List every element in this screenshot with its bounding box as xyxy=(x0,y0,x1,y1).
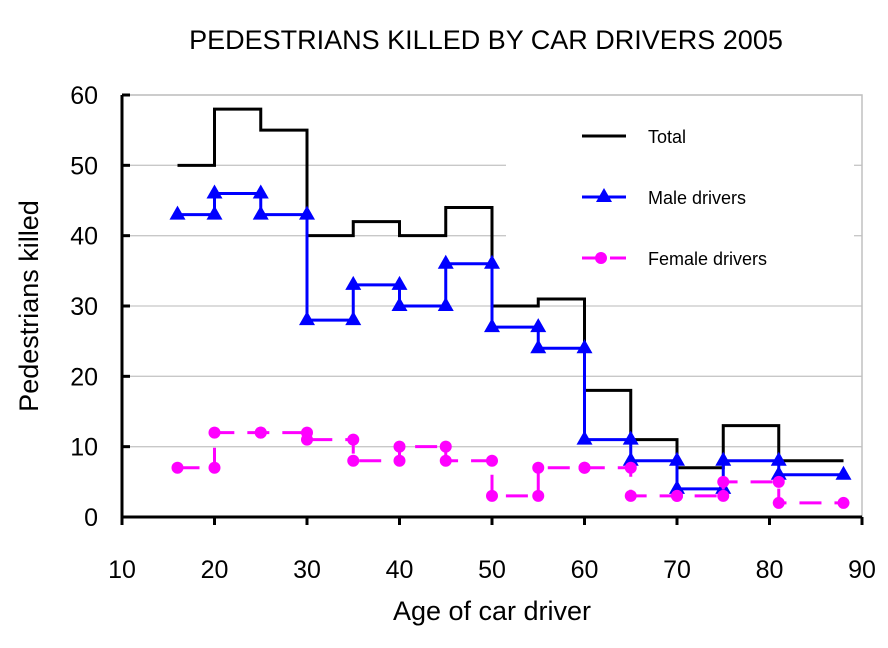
y-tick-label: 60 xyxy=(70,82,98,110)
data-point-triangle xyxy=(252,205,269,220)
legend-marker-triangle xyxy=(596,188,612,202)
data-point-triangle xyxy=(345,275,362,290)
data-point-triangle xyxy=(206,205,223,220)
y-tick-label: 40 xyxy=(70,223,98,251)
data-point-circle xyxy=(208,426,221,439)
data-point-circle xyxy=(254,426,267,439)
data-point-triangle xyxy=(391,275,408,290)
data-point-circle xyxy=(301,433,313,446)
x-tick-label: 90 xyxy=(848,556,876,584)
data-point-circle xyxy=(439,440,452,453)
data-point-triangle xyxy=(669,479,685,494)
data-point-circle xyxy=(486,489,498,502)
x-tick-label: 30 xyxy=(293,556,321,584)
data-point-circle xyxy=(171,461,184,474)
series-layer xyxy=(169,107,852,509)
legend-item-male-drivers: Male drivers xyxy=(582,188,746,208)
data-point-triangle xyxy=(484,318,500,333)
legend-label: Total xyxy=(648,127,686,147)
data-point-circle xyxy=(393,440,406,453)
data-point-triangle xyxy=(437,297,454,311)
x-tick-label: 80 xyxy=(756,556,784,584)
x-tick-label: 10 xyxy=(108,556,136,584)
legend-background xyxy=(506,102,854,300)
data-point-triangle xyxy=(622,451,639,466)
data-point-circle xyxy=(347,433,360,446)
data-point-triangle xyxy=(299,311,315,326)
x-tick-label: 50 xyxy=(478,556,506,584)
data-point-triangle xyxy=(391,297,408,311)
data-point-triangle xyxy=(576,339,593,354)
data-point-circle xyxy=(532,461,545,474)
y-axis-label: Pedestrians killed xyxy=(14,200,44,412)
data-point-triangle xyxy=(576,430,593,445)
legend-item-total: Total xyxy=(582,127,686,147)
y-tick-labels: 0 10 20 30 40 50 60 xyxy=(70,82,98,532)
x-tick-label: 20 xyxy=(201,556,229,584)
data-point-circle xyxy=(393,454,406,467)
data-point-circle xyxy=(717,489,730,502)
data-point-triangle xyxy=(530,318,547,333)
data-point-circle xyxy=(486,454,498,467)
data-point-circle xyxy=(624,461,637,474)
data-point-triangle xyxy=(484,254,500,269)
plot-border xyxy=(122,94,863,517)
data-point-triangle xyxy=(169,205,186,220)
data-point-circle xyxy=(671,489,683,502)
data-point-triangle xyxy=(770,465,787,480)
legend-item-female-drivers: Female drivers xyxy=(582,249,767,269)
x-tick-labels: 10 20 30 40 50 60 70 80 90 xyxy=(108,556,876,584)
legend-marker-circle xyxy=(595,252,607,264)
data-point-triangle xyxy=(669,451,685,466)
x-tick-label: 40 xyxy=(386,556,414,584)
series-line xyxy=(177,431,844,505)
y-tick-label: 20 xyxy=(70,363,98,391)
data-point-circle xyxy=(717,475,730,488)
data-point-triangle xyxy=(206,184,223,199)
data-point-circle xyxy=(578,461,591,474)
x-axis-label: Age of car driver xyxy=(393,596,591,626)
data-point-triangle xyxy=(770,451,787,466)
data-point-triangle xyxy=(715,451,732,466)
chart-title: PEDESTRIANS KILLED BY CAR DRIVERS 2005 xyxy=(189,25,783,55)
data-point-circle xyxy=(347,454,360,467)
x-tick-label: 60 xyxy=(571,556,599,584)
data-point-circle xyxy=(208,461,221,474)
axes xyxy=(120,93,864,525)
data-point-triangle xyxy=(622,430,639,445)
data-point-circle xyxy=(439,454,452,467)
y-tick-label: 0 xyxy=(84,504,98,532)
y-tick-label: 30 xyxy=(70,293,98,321)
data-point-triangle xyxy=(299,205,315,220)
data-point-triangle xyxy=(345,311,362,326)
data-point-triangle xyxy=(835,465,852,480)
data-point-circle xyxy=(772,475,785,488)
plot-area-border xyxy=(122,94,863,517)
legend: Total Male drivers Female drivers xyxy=(582,127,767,269)
y-tick-label: 10 xyxy=(70,434,98,462)
legend-label: Female drivers xyxy=(648,249,767,269)
legend-box xyxy=(506,102,854,300)
data-point-circle xyxy=(837,496,850,509)
data-point-triangle xyxy=(437,254,454,269)
data-point-circle xyxy=(624,489,637,502)
legend-label: Male drivers xyxy=(648,188,746,208)
series-line xyxy=(177,191,844,491)
y-tick-label: 50 xyxy=(70,152,98,180)
x-tick-label: 70 xyxy=(663,556,691,584)
series-female-drivers xyxy=(171,426,850,509)
data-point-circle xyxy=(772,496,785,509)
data-point-triangle xyxy=(530,339,547,354)
data-point-circle xyxy=(532,489,545,502)
data-point-triangle xyxy=(252,184,269,199)
series-male-drivers xyxy=(169,184,852,494)
